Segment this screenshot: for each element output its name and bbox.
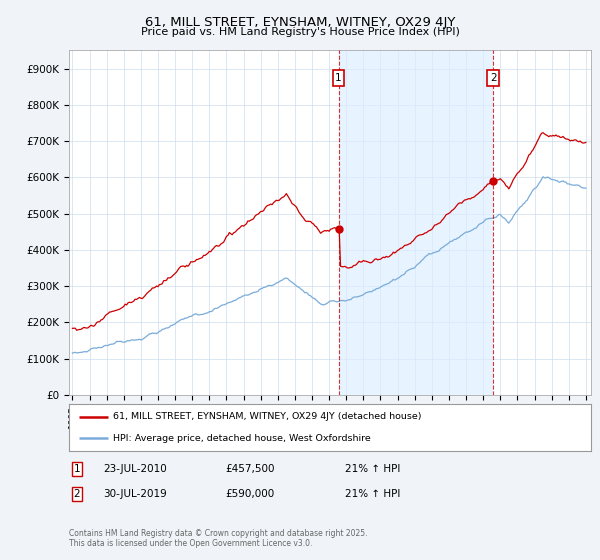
Text: 21% ↑ HPI: 21% ↑ HPI: [345, 489, 400, 499]
Text: Price paid vs. HM Land Registry's House Price Index (HPI): Price paid vs. HM Land Registry's House …: [140, 27, 460, 38]
Bar: [338, 50, 493, 395]
Text: 2: 2: [490, 73, 496, 83]
Text: 1: 1: [335, 73, 342, 83]
Text: £457,500: £457,500: [225, 464, 275, 474]
Text: 30-JUL-2019: 30-JUL-2019: [103, 489, 167, 499]
Text: 21% ↑ HPI: 21% ↑ HPI: [345, 464, 400, 474]
Text: £590,000: £590,000: [225, 489, 274, 499]
Text: Contains HM Land Registry data © Crown copyright and database right 2025.
This d: Contains HM Land Registry data © Crown c…: [69, 529, 367, 548]
Text: 23-JUL-2010: 23-JUL-2010: [103, 464, 167, 474]
Text: 2: 2: [73, 489, 80, 499]
Text: 1: 1: [73, 464, 80, 474]
Text: 61, MILL STREET, EYNSHAM, WITNEY, OX29 4JY: 61, MILL STREET, EYNSHAM, WITNEY, OX29 4…: [145, 16, 455, 29]
Text: 61, MILL STREET, EYNSHAM, WITNEY, OX29 4JY (detached house): 61, MILL STREET, EYNSHAM, WITNEY, OX29 4…: [113, 412, 422, 421]
Text: HPI: Average price, detached house, West Oxfordshire: HPI: Average price, detached house, West…: [113, 434, 371, 443]
